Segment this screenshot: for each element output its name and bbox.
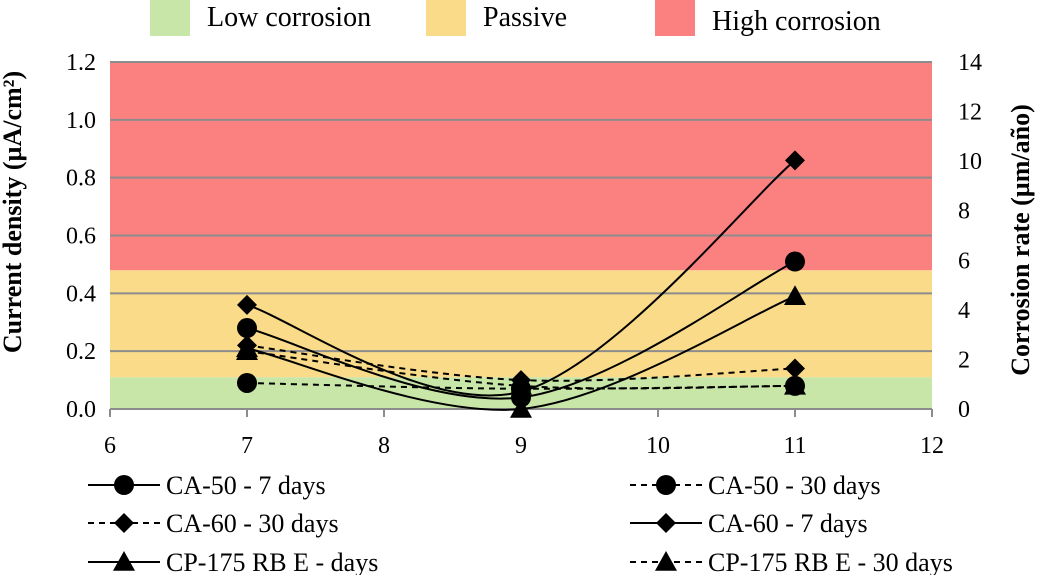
series-3-point-0 xyxy=(237,294,257,315)
y-tick-label-5: 1.0 xyxy=(66,108,96,134)
x-tick-label-1: 7 xyxy=(241,433,253,459)
x-tick-label-5: 11 xyxy=(783,433,806,459)
legend-label-5: CP-175 RB E - 30 days xyxy=(708,548,953,575)
y2-tick-label-1: 2 xyxy=(958,347,970,373)
x-tick-label-2: 8 xyxy=(378,433,390,459)
series-4-point-1 xyxy=(510,398,532,418)
legend-marker-3 xyxy=(656,513,676,533)
zone-band-1 xyxy=(110,270,932,378)
y2-tick-label-0: 0 xyxy=(958,397,970,423)
legend-label-2: CA-60 - 30 days xyxy=(166,509,339,538)
y2-tick-label-2: 4 xyxy=(958,298,970,324)
series-4-point-2 xyxy=(784,285,806,306)
legend-label-0: CA-50 - 7 days xyxy=(166,471,326,500)
x-tick-label-0: 6 xyxy=(104,433,116,459)
axes: 6 7 8 9 10 11 12 0.0 0.2 0.4 0.6 0.8 1.0 1.2 0 2 4 6 8 10 12… xyxy=(66,50,982,459)
legend-marker-5 xyxy=(655,551,677,571)
series-legend: CA-50 - 7 days CA-50 - 30 days CA-60 - 30 … xyxy=(88,471,953,575)
series-5-point-1 xyxy=(510,374,532,395)
y2-tick-label-4: 8 xyxy=(958,199,970,225)
legend-marker-0 xyxy=(114,475,134,495)
series-group xyxy=(236,150,806,418)
zone-legend-swatch-passive xyxy=(426,0,466,36)
y-tick-label-1: 0.2 xyxy=(66,339,96,365)
y2-tick-label-5: 10 xyxy=(958,149,982,175)
y2-axis-label: Corrosion rate (µm/año) xyxy=(1006,104,1035,376)
series-5-point-0 xyxy=(236,340,258,360)
series-3-point-2 xyxy=(785,150,805,171)
series-1-point-0 xyxy=(237,372,257,393)
zone-band-2 xyxy=(110,62,932,271)
series-0-point-2 xyxy=(785,251,805,272)
y2-tick-label-6: 12 xyxy=(958,100,982,126)
y-tick-label-4: 0.8 xyxy=(66,166,96,192)
x-tick-label-4: 10 xyxy=(646,433,670,459)
y-tick-label-6: 1.2 xyxy=(66,50,96,76)
y-tick-label-3: 0.6 xyxy=(66,224,96,250)
zone-legend-label-high: High corrosion xyxy=(712,6,881,37)
y-tick-label-0: 0.0 xyxy=(66,397,96,423)
series-5-point-2 xyxy=(784,374,806,395)
legend-label-3: CA-60 - 7 days xyxy=(708,509,868,538)
gridlines xyxy=(110,61,932,353)
legend-label-4: CP-175 RB E - days xyxy=(166,548,378,575)
y-axis-label: Current density (µA/cm²) xyxy=(0,71,27,353)
x-tick-label-3: 9 xyxy=(515,433,527,459)
legend-marker-2 xyxy=(114,513,134,533)
legend-marker-4 xyxy=(113,551,135,571)
zone-legend-swatch-high xyxy=(655,0,695,36)
y-tick-label-2: 0.4 xyxy=(66,281,96,307)
x-tick-label-6: 12 xyxy=(920,433,944,459)
zone-legend-label-low: Low corrosion xyxy=(207,2,371,33)
y2-tick-label-3: 6 xyxy=(958,248,970,274)
series-2-point-2 xyxy=(785,358,805,379)
zone-legend-label-passive: Passive xyxy=(483,2,567,33)
series-0-point-0 xyxy=(237,318,257,339)
legend-label-1: CA-50 - 30 days xyxy=(708,471,881,500)
zone-legend: Low corrosion Passive High corrosion xyxy=(150,0,881,37)
y2-tick-label-7: 14 xyxy=(958,50,982,76)
zone-legend-swatch-low xyxy=(150,0,190,36)
legend-marker-1 xyxy=(656,475,676,495)
